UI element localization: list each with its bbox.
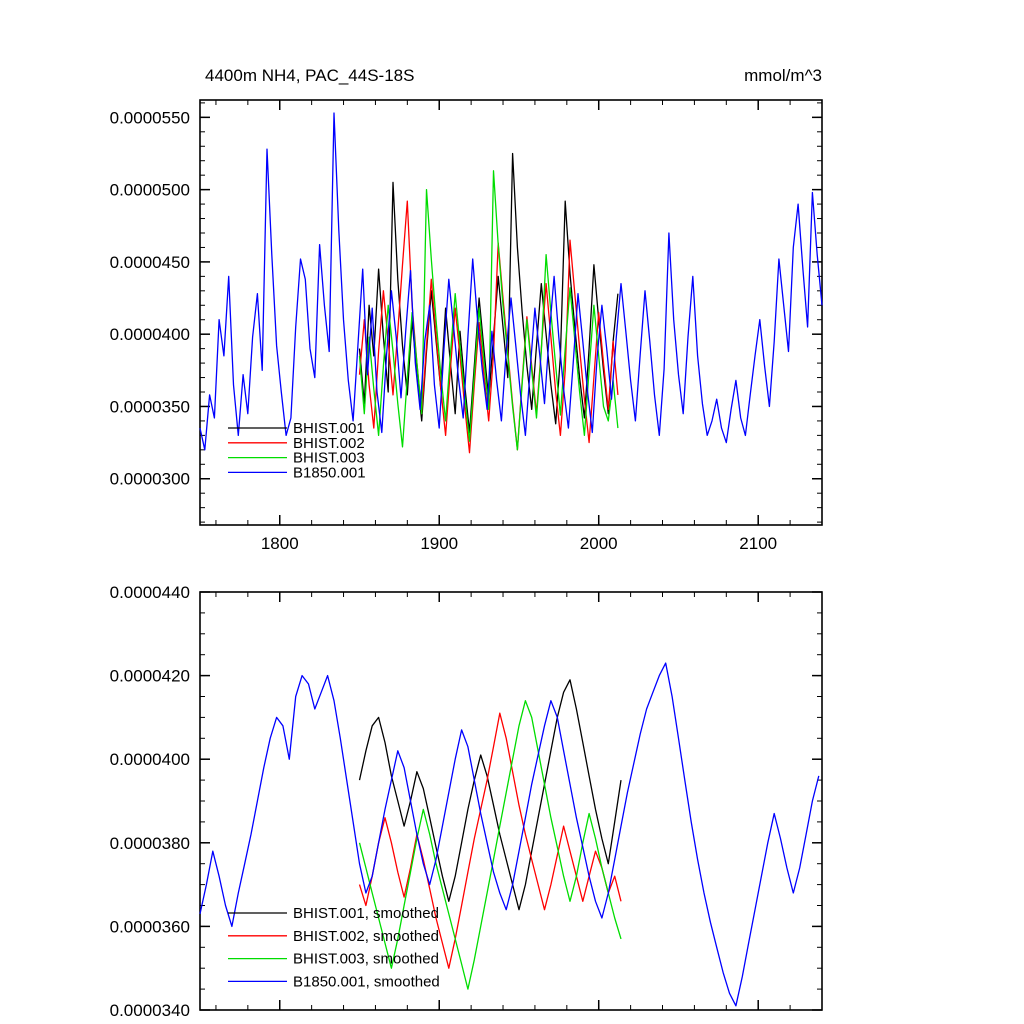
y-tick-label: 0.0000450 [110,253,190,272]
x-tick-label: 1800 [261,534,299,553]
y-tick-label: 0.0000350 [110,397,190,416]
legend-label-BHIST.003-smoothed: BHIST.003, smoothed [293,951,439,968]
legend-label-BHIST.001: BHIST.001 [293,420,365,437]
top-chart: 1800 1900 2000 2100 0.0000300 0.0000350 0.0000… [110,99,823,553]
legend-label-BHIST.001-smoothed: BHIST.001, smoothed [293,905,439,922]
legend-label-B1850.001-smoothed: B1850.001, smoothed [293,973,440,990]
bottom-chart: 0.0000340 0.0000360 0.0000380 0.0000400 0.00… [110,583,823,1020]
y-tick-label: 0.0000500 [110,181,190,200]
y-tick-label: 0.0000440 [110,583,190,602]
series-BHIST.003-smoothed [358,700,622,990]
top-chart-title: 4400m NH4, PAC_44S-18S [205,66,414,85]
x-tick-label: 1900 [420,534,458,553]
x-tick-label: 2000 [580,534,618,553]
series-B1850.001-smoothed [199,662,820,1007]
y-tick-label: 0.0000420 [110,667,190,686]
y-tick-label: 0.0000380 [110,834,190,853]
legend-label-BHIST.002: BHIST.002 [293,435,365,452]
legend-label-BHIST.002-smoothed: BHIST.002, smoothed [293,928,439,945]
plot-frame [199,591,823,1011]
y-tick-label: 0.0000400 [110,325,190,344]
series-BHIST.002-smoothed [358,712,622,969]
series-BHIST.002 [358,200,619,454]
plot-frame [199,99,823,526]
series-BHIST.001-smoothed [358,679,622,911]
y-tick-label: 0.0000340 [110,1001,190,1020]
legend: BHIST.001, smoothed BHIST.002, smoothed BH… [228,905,440,990]
y-tick-label: 0.0000360 [110,917,190,936]
top-chart-unit-label: mmol/m^3 [744,66,822,85]
x-tick-label: 2100 [739,534,777,553]
series-B1850.001 [199,112,823,451]
y-tick-label: 0.0000550 [110,108,190,127]
legend-label-B1850.001: B1850.001 [293,464,366,481]
y-tick-label: 0.0000300 [110,470,190,489]
legend-label-BHIST.003: BHIST.003 [293,450,365,467]
y-tick-label: 0.0000400 [110,750,190,769]
